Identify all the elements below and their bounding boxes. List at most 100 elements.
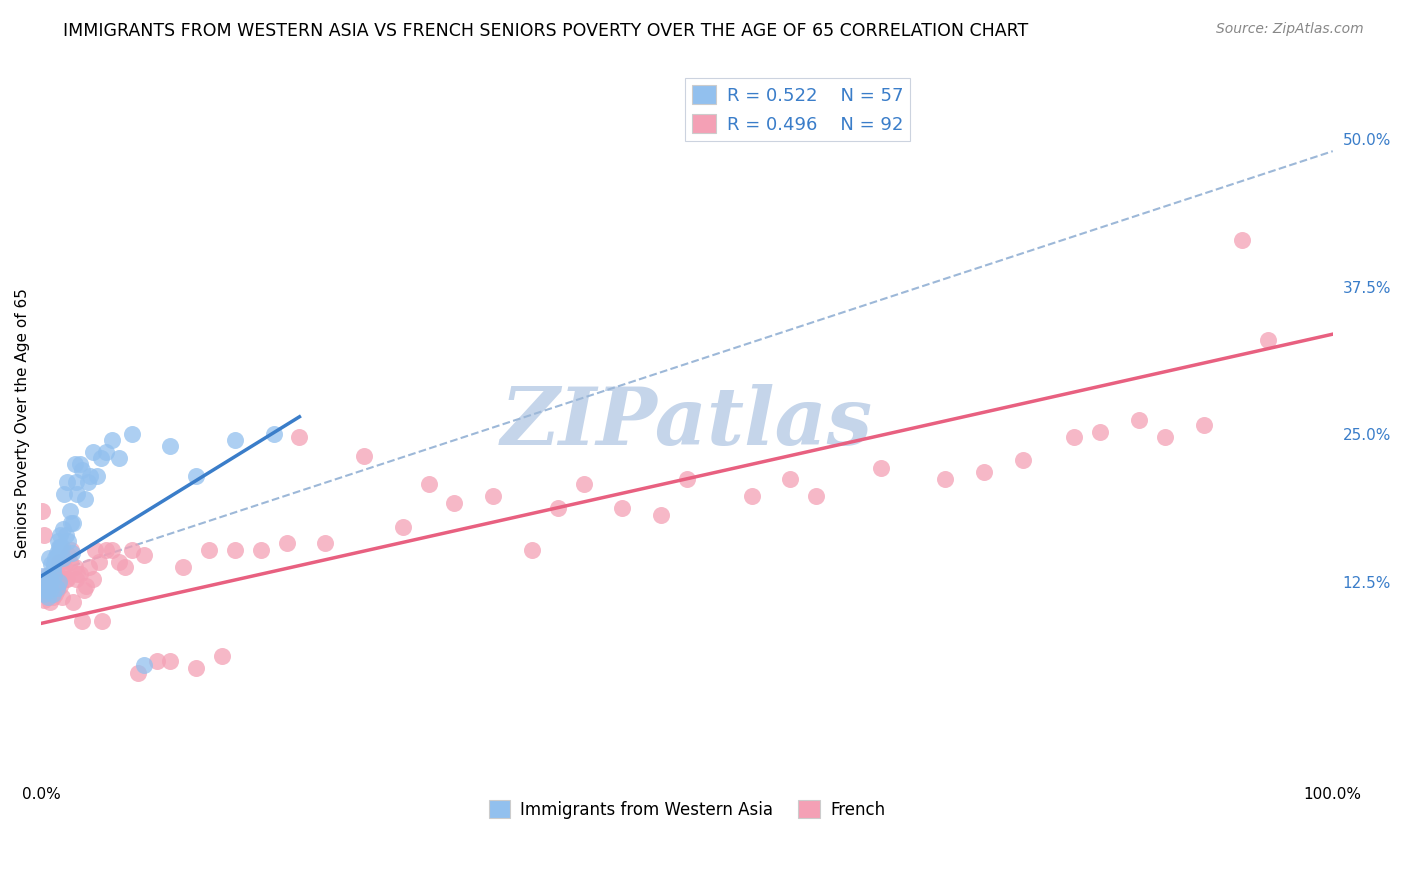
Point <box>62 516 84 530</box>
Point <box>51 591 73 605</box>
Point <box>741 489 763 503</box>
Point <box>184 661 207 675</box>
Point <box>1011 453 1033 467</box>
Point <box>37 591 59 605</box>
Point <box>82 572 104 586</box>
Point <box>49 528 72 542</box>
Point <box>51 540 73 554</box>
Point <box>869 460 891 475</box>
Point <box>48 575 70 590</box>
Point <box>38 572 60 586</box>
Point <box>42 583 65 598</box>
Point <box>127 665 149 680</box>
Legend: Immigrants from Western Asia, French: Immigrants from Western Asia, French <box>482 793 891 825</box>
Point <box>65 572 87 586</box>
Point <box>520 543 543 558</box>
Point <box>72 614 94 628</box>
Point <box>94 445 117 459</box>
Point <box>41 558 63 572</box>
Point <box>198 543 221 558</box>
Point <box>779 472 801 486</box>
Point <box>55 572 77 586</box>
Point <box>443 496 465 510</box>
Point <box>172 559 194 574</box>
Point <box>48 540 70 554</box>
Point <box>1153 430 1175 444</box>
Point <box>353 449 375 463</box>
Point <box>66 486 89 500</box>
Point <box>53 559 76 574</box>
Point <box>107 451 129 466</box>
Point <box>59 543 82 558</box>
Point <box>69 566 91 581</box>
Point <box>45 581 67 595</box>
Point <box>39 583 62 598</box>
Point <box>934 472 956 486</box>
Point <box>42 579 65 593</box>
Point <box>66 566 89 581</box>
Point <box>59 516 82 530</box>
Point <box>41 579 63 593</box>
Point <box>63 457 86 471</box>
Point <box>101 434 124 448</box>
Point <box>94 543 117 558</box>
Point <box>44 579 66 593</box>
Point <box>82 445 104 459</box>
Point <box>31 569 53 583</box>
Point <box>38 585 60 599</box>
Point <box>159 654 181 668</box>
Point <box>276 536 298 550</box>
Point <box>42 569 65 583</box>
Y-axis label: Seniors Poverty Over the Age of 65: Seniors Poverty Over the Age of 65 <box>15 288 30 558</box>
Point <box>34 581 56 595</box>
Point <box>77 559 100 574</box>
Point <box>55 528 77 542</box>
Point <box>73 583 96 598</box>
Point <box>62 595 84 609</box>
Point <box>314 536 336 550</box>
Point <box>804 489 827 503</box>
Point <box>288 430 311 444</box>
Point <box>56 572 79 586</box>
Point <box>89 451 111 466</box>
Point <box>34 587 56 601</box>
Point <box>482 489 505 503</box>
Point <box>32 592 55 607</box>
Point <box>184 468 207 483</box>
Point <box>52 522 75 536</box>
Point <box>84 543 107 558</box>
Point <box>42 566 65 581</box>
Point <box>39 572 62 586</box>
Point <box>249 543 271 558</box>
Text: IMMIGRANTS FROM WESTERN ASIA VS FRENCH SENIORS POVERTY OVER THE AGE OF 65 CORREL: IMMIGRANTS FROM WESTERN ASIA VS FRENCH S… <box>63 22 1029 40</box>
Point <box>134 548 156 562</box>
Point <box>73 492 96 507</box>
Point <box>134 657 156 672</box>
Point <box>60 545 83 559</box>
Point <box>391 519 413 533</box>
Point <box>58 504 80 518</box>
Point <box>107 555 129 569</box>
Point <box>37 591 59 605</box>
Point <box>76 475 98 489</box>
Point <box>89 555 111 569</box>
Text: ZIPatlas: ZIPatlas <box>501 384 873 461</box>
Point <box>44 551 66 566</box>
Point <box>35 583 58 598</box>
Point <box>56 475 79 489</box>
Point <box>58 533 80 548</box>
Point <box>211 649 233 664</box>
Point <box>46 533 69 548</box>
Point <box>69 457 91 471</box>
Point <box>973 465 995 479</box>
Point <box>39 583 62 598</box>
Point <box>37 575 59 590</box>
Point <box>41 575 63 590</box>
Point <box>45 583 67 598</box>
Point <box>65 475 87 489</box>
Point <box>58 548 80 562</box>
Point <box>86 468 108 483</box>
Point <box>75 579 97 593</box>
Point <box>35 569 58 583</box>
Point <box>53 486 76 500</box>
